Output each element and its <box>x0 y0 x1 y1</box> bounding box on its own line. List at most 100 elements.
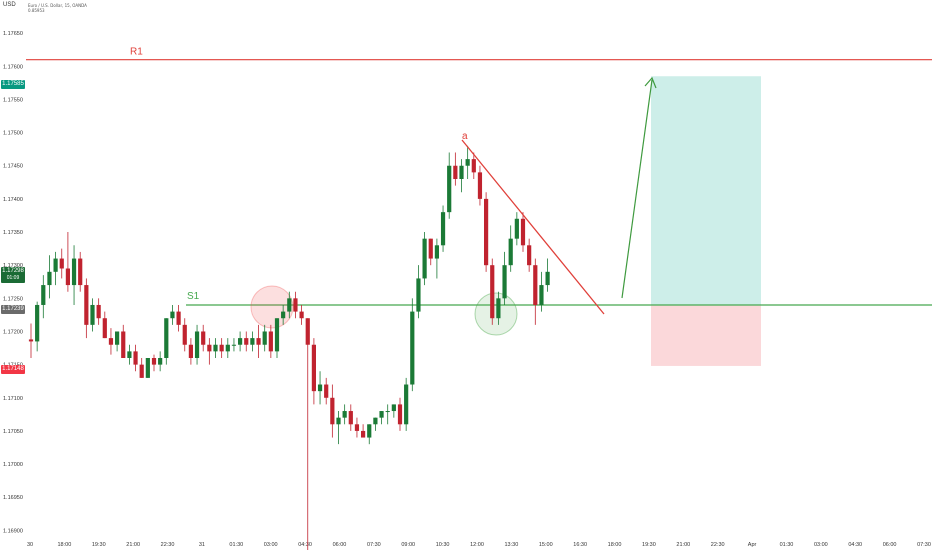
candle-body <box>317 384 323 392</box>
candle-body <box>170 311 175 319</box>
candle-body <box>490 265 495 319</box>
y-tick-label: 1.17050 <box>3 429 23 435</box>
candle-body <box>324 384 329 398</box>
candle-body <box>391 404 396 412</box>
support-label: S1 <box>187 291 200 302</box>
candle-body <box>115 331 120 345</box>
candle-body <box>299 311 304 319</box>
candle-body <box>385 411 390 413</box>
candle-body <box>121 331 126 358</box>
candle-body <box>545 271 550 286</box>
current-price-value: 1.17298 <box>2 268 24 274</box>
candle-body <box>379 411 384 418</box>
y-tick-label: 1.17600 <box>3 64 23 70</box>
candle-body <box>182 324 187 345</box>
x-tick-label: 09:00 <box>401 542 415 548</box>
x-tick-label: 30 <box>27 542 33 548</box>
x-tick-label: 19:30 <box>92 542 106 548</box>
candle-body <box>281 311 286 319</box>
candle-body <box>207 344 212 352</box>
candle-body <box>373 417 378 425</box>
current-price-badge: 1.17298 01:09 <box>1 267 25 283</box>
highlight-circle-red <box>250 285 294 329</box>
candle-body <box>244 338 249 345</box>
candle-body <box>139 364 144 378</box>
y-tick-label: 1.17450 <box>3 164 23 170</box>
x-tick-label: 03:00 <box>264 542 278 548</box>
symbol-title: Euro / U.S. Dollar, 15, OANDA <box>28 3 87 8</box>
candle-body <box>514 218 519 239</box>
x-tick-label: 03:00 <box>814 542 828 548</box>
x-tick-label: 01:30 <box>780 542 794 548</box>
candle-body <box>422 238 427 279</box>
x-tick-label: 18:00 <box>608 542 622 548</box>
candle-body <box>65 268 70 286</box>
candle-body <box>102 318 107 339</box>
candle-body <box>539 285 544 305</box>
y-tick-label: 1.17300 <box>3 263 23 269</box>
candle-body <box>428 238 433 259</box>
candle-body <box>354 424 360 431</box>
candle-body <box>484 198 489 266</box>
candle-body <box>502 265 507 299</box>
candle-body <box>28 339 34 342</box>
x-tick-label: 31 <box>199 542 205 548</box>
candle-body <box>35 304 40 342</box>
candle-body <box>262 331 267 345</box>
candle-body <box>213 344 218 352</box>
candle-body <box>188 344 193 358</box>
candle-body <box>434 245 439 259</box>
candle-body <box>250 338 255 345</box>
candle-body <box>533 265 538 305</box>
candle-body <box>527 245 532 266</box>
candle-body <box>293 298 298 312</box>
candle-body <box>342 411 347 418</box>
candle-body <box>477 172 483 199</box>
candle-body <box>238 338 243 345</box>
candle-body <box>201 331 206 345</box>
x-tick-label: 01:30 <box>229 542 243 548</box>
forecast-arrow-head <box>644 76 657 89</box>
candle-body <box>151 358 157 365</box>
candle-body <box>96 304 101 319</box>
x-tick-label: 07:30 <box>917 542 931 548</box>
candle-body <box>361 430 366 438</box>
candle-body <box>127 351 132 358</box>
candle-body <box>194 331 200 358</box>
candle-body <box>256 338 261 345</box>
candle-body <box>459 165 464 179</box>
x-tick-label: 16:30 <box>573 542 587 548</box>
candle-body <box>305 318 310 345</box>
y-tick-label: 1.17400 <box>3 197 23 203</box>
candle-body <box>78 258 83 286</box>
candle-body <box>176 311 181 325</box>
candle-body <box>440 212 446 246</box>
x-tick-label: 15:00 <box>539 542 553 548</box>
candle-body <box>410 311 415 385</box>
candle-body <box>311 344 316 392</box>
x-tick-label: 04:30 <box>298 542 312 548</box>
stop-zone <box>651 305 761 366</box>
candle-body <box>108 338 114 345</box>
y-tick-label: 1.17500 <box>3 131 23 137</box>
candle-body <box>59 258 64 269</box>
x-tick-label: 10:30 <box>436 542 450 548</box>
candle-body <box>367 424 372 438</box>
candle-body <box>287 298 292 312</box>
y-tick-label: 1.17000 <box>3 462 23 468</box>
x-tick-label: 18:00 <box>58 542 72 548</box>
y-tick-label: 1.17250 <box>3 296 23 302</box>
candle-body <box>416 278 421 312</box>
candle-body <box>225 344 230 352</box>
stop-price-badge: 1.17148 <box>1 365 25 374</box>
candle-body <box>496 298 501 319</box>
y-tick-label: 1.17350 <box>3 230 23 236</box>
y-tick-label: 1.17200 <box>3 329 23 335</box>
x-tick-label: 07:30 <box>367 542 381 548</box>
resistance-label: R1 <box>130 47 143 58</box>
target-price-badge: 1.17585 <box>1 80 25 89</box>
candle-body <box>84 285 89 325</box>
x-tick-label: 04:30 <box>848 542 862 548</box>
